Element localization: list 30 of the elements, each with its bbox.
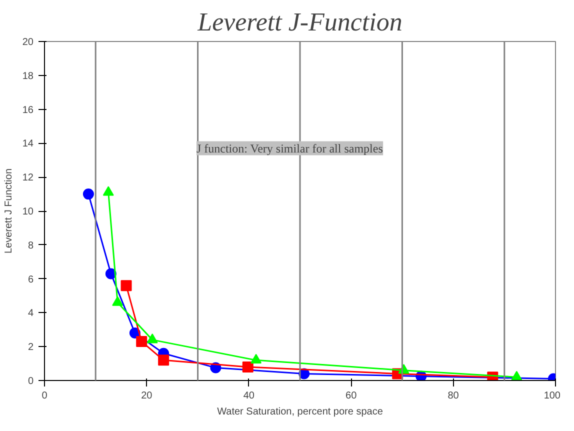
y-tick-label: 0 bbox=[28, 376, 34, 387]
y-tick-label: 20 bbox=[22, 37, 34, 48]
point bbox=[120, 280, 132, 292]
point bbox=[242, 361, 254, 372]
y-tick-label: 18 bbox=[22, 70, 34, 82]
y-tick-label: 2 bbox=[28, 342, 34, 354]
point bbox=[158, 354, 170, 366]
y-tick-label: 16 bbox=[22, 104, 34, 116]
point bbox=[82, 188, 94, 200]
point bbox=[136, 336, 148, 348]
y-tick-label: 6 bbox=[28, 274, 34, 286]
x-tick-label: 60 bbox=[346, 390, 358, 402]
y-axis-title: Leverett J Function bbox=[3, 168, 14, 254]
y-tick-label: 4 bbox=[28, 308, 34, 320]
y-tick-label: 8 bbox=[28, 240, 34, 252]
x-tick-label: 40 bbox=[243, 390, 255, 402]
annotation: J function: Very similar for all samples bbox=[196, 141, 384, 156]
x-tick-label: 80 bbox=[448, 390, 460, 402]
point bbox=[112, 296, 124, 306]
x-tick-label: 20 bbox=[141, 390, 153, 402]
x-tick-label: 0 bbox=[42, 390, 48, 402]
x-axis-title: Water Saturation, percent pore space bbox=[217, 406, 384, 418]
chart-title: Leverett J-Function bbox=[196, 8, 402, 36]
point bbox=[511, 370, 522, 380]
point bbox=[250, 354, 262, 364]
point bbox=[146, 334, 158, 344]
y-tick-label: 14 bbox=[22, 138, 34, 150]
y-tick-label: 12 bbox=[22, 172, 34, 184]
y-tick-label: 10 bbox=[22, 206, 34, 218]
x-tick-label: 100 bbox=[544, 390, 561, 402]
